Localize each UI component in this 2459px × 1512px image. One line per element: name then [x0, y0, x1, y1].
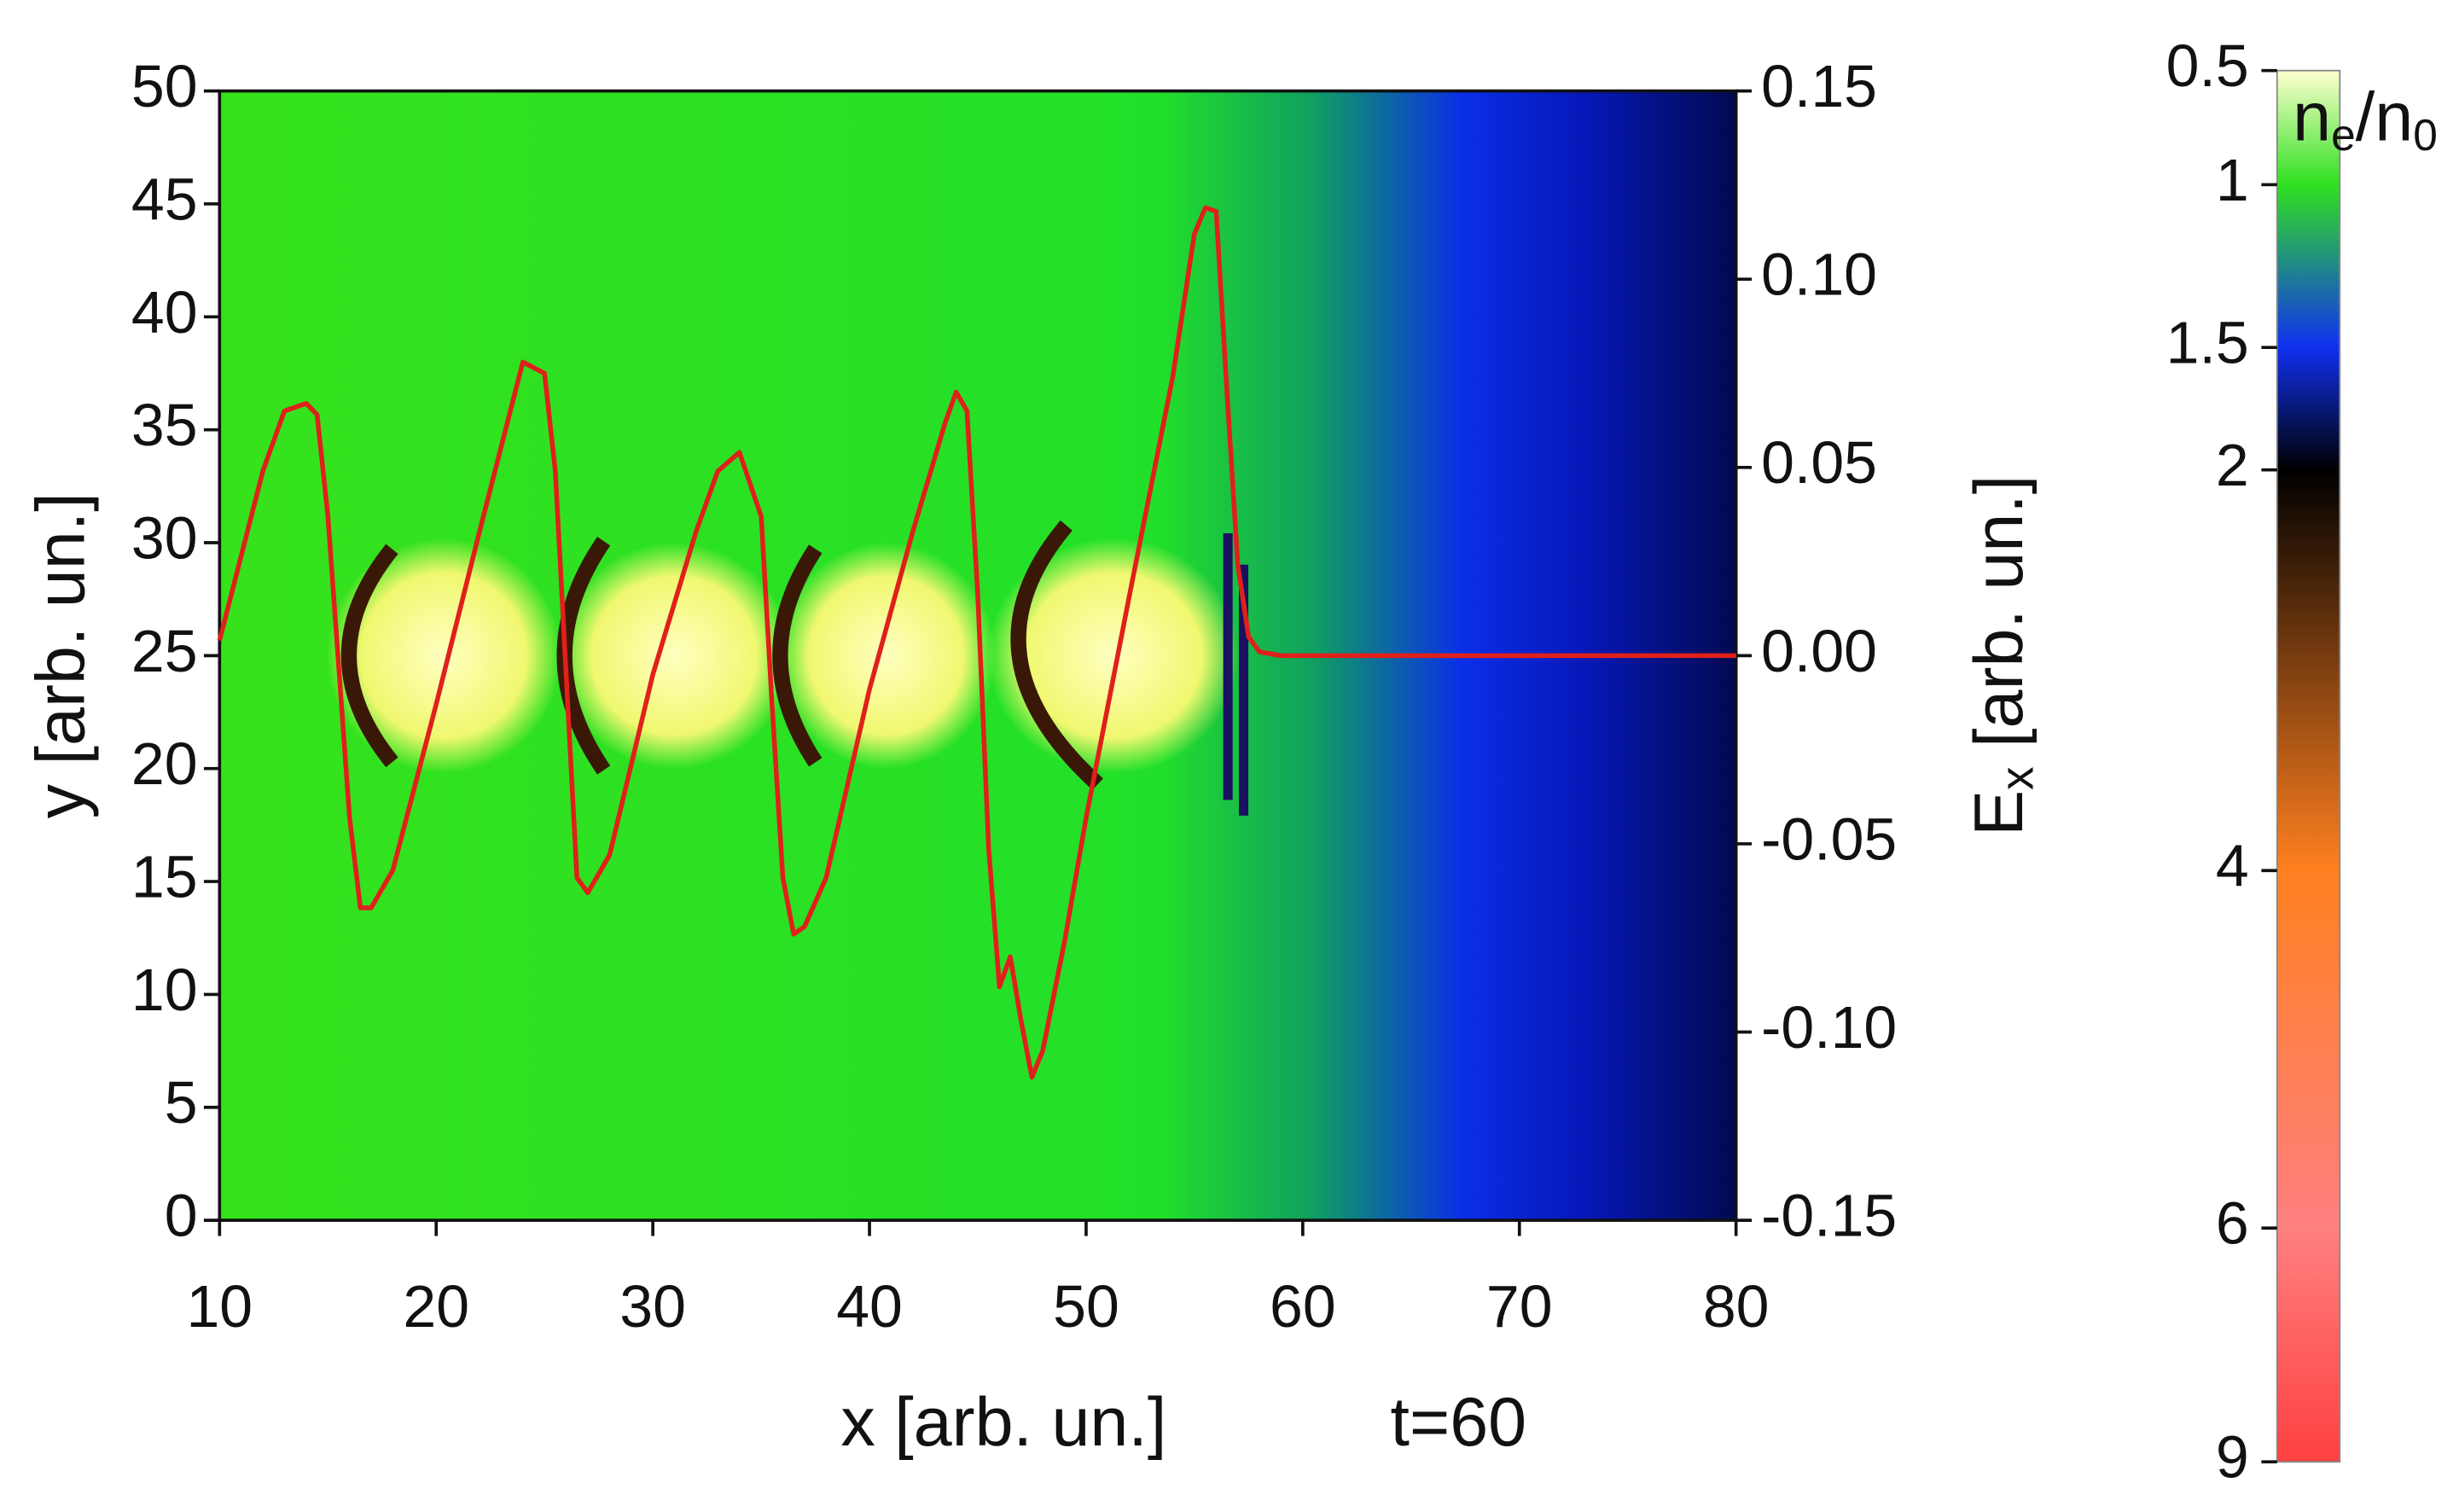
y-tick-label: 10 — [131, 957, 198, 1023]
y-tick-label: 30 — [131, 504, 198, 571]
x-tick-label: 50 — [1053, 1273, 1119, 1340]
y-tick-label: 5 — [165, 1069, 198, 1136]
x-tick-label: 40 — [836, 1273, 903, 1340]
colorbar-label: ne/n0 — [2293, 79, 2438, 160]
x-tick-label: 60 — [1270, 1273, 1336, 1340]
colorbar-tick-label: 9 — [2216, 1424, 2249, 1491]
y2-tick-label: 0.05 — [1761, 429, 1877, 496]
y2-tick-label: -0.15 — [1761, 1183, 1897, 1249]
colorbar-tick-label: 1.5 — [2166, 310, 2249, 376]
density-bubble — [776, 543, 997, 769]
colorbar-tick-label: 6 — [2216, 1190, 2249, 1257]
label-part: n — [2293, 79, 2331, 156]
y-tick-label: 45 — [131, 166, 198, 232]
y-tick-label: 35 — [131, 392, 198, 458]
colorbar-tick-label: 1 — [2216, 147, 2249, 213]
y2-tick-label: -0.10 — [1761, 994, 1897, 1061]
label-subscript: e — [2331, 109, 2356, 159]
y2-axis-label: Ex [arb. un.] — [1961, 475, 2043, 836]
annotation: t=60 — [1391, 1384, 1527, 1461]
colorbar — [2276, 69, 2341, 1463]
y-tick-label: 15 — [131, 844, 198, 910]
label-part: /n — [2356, 79, 2413, 156]
colorbar-tick-label: 2 — [2216, 432, 2249, 498]
x-tick-label: 30 — [619, 1273, 686, 1340]
label-part: [arb. un.] — [1961, 475, 2038, 767]
density-bubble — [556, 543, 793, 769]
label-subscript: 0 — [2413, 109, 2438, 159]
x-tick-label: 70 — [1486, 1273, 1553, 1340]
y-tick-label: 0 — [165, 1183, 198, 1249]
y-tick-label: 40 — [131, 279, 198, 346]
x-tick-label: 20 — [403, 1273, 469, 1340]
colorbar-tick-label: 0.5 — [2166, 32, 2249, 99]
y2-tick-label: 0.15 — [1761, 53, 1877, 119]
y-tick-label: 50 — [131, 53, 198, 119]
y-tick-label: 25 — [131, 618, 198, 684]
y2-tick-label: 0.00 — [1761, 618, 1877, 684]
ex-line — [217, 205, 1736, 1080]
density-bubble — [326, 538, 562, 774]
colorbar-tick-label: 4 — [2216, 833, 2249, 899]
y-axis-label: y [arb. un.] — [23, 492, 100, 818]
y-tick-label: 20 — [131, 730, 198, 797]
label-subscript: x — [1990, 766, 2043, 790]
y2-tick-label: -0.05 — [1761, 805, 1897, 872]
x-tick-label: 10 — [186, 1273, 253, 1340]
y2-tick-label: 0.10 — [1761, 241, 1877, 308]
x-axis-label: x [arb. un.] — [840, 1384, 1166, 1461]
label-part: E — [1961, 790, 2038, 836]
x-tick-label: 80 — [1703, 1273, 1770, 1340]
density-bubble — [987, 538, 1240, 774]
